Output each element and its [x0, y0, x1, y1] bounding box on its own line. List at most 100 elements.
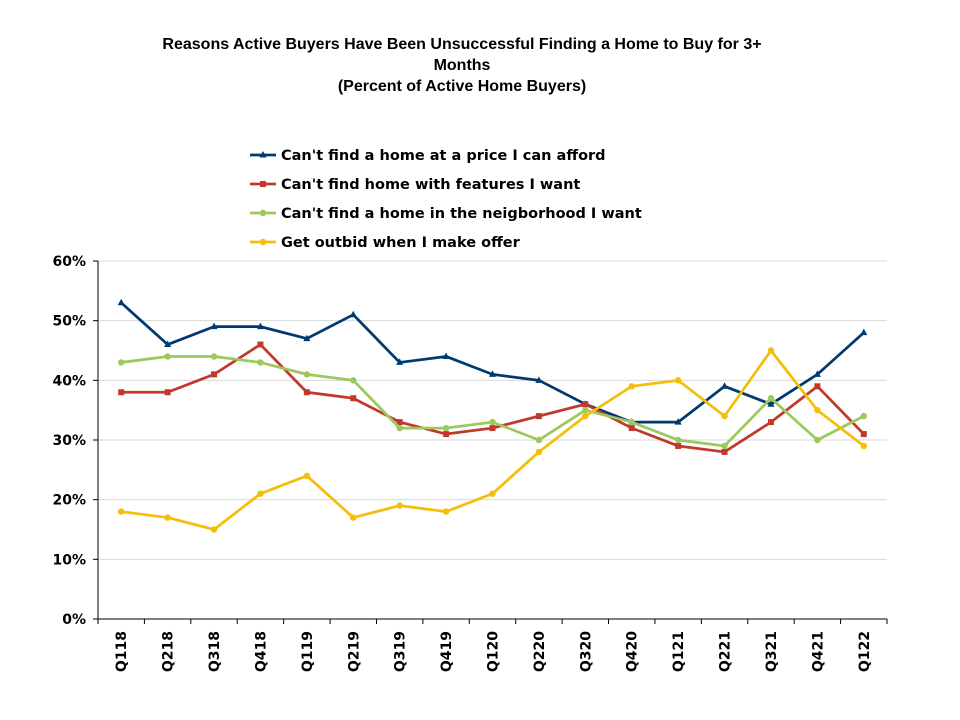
x-tick-label: Q221 — [718, 631, 734, 672]
data-point — [210, 322, 218, 330]
x-tick-label: Q318 — [207, 631, 223, 672]
data-point — [349, 310, 357, 318]
data-point — [582, 412, 589, 420]
data-point — [257, 341, 264, 348]
y-tick-label: 40% — [52, 373, 86, 389]
data-point — [489, 418, 496, 426]
data-point — [210, 353, 218, 360]
x-tick-label: Q118 — [114, 631, 130, 672]
data-point — [118, 508, 125, 515]
data-point — [303, 389, 310, 396]
x-tick-label: Q220 — [532, 631, 548, 672]
chart-title-line-1: Reasons Active Buyers Have Been Unsucces… — [162, 36, 762, 53]
data-point — [535, 376, 543, 383]
y-tick-label: 10% — [52, 552, 86, 568]
x-tick-label: Q120 — [486, 631, 502, 672]
data-point — [489, 370, 496, 377]
legend-swatch-marker — [260, 181, 266, 187]
data-point — [582, 401, 589, 408]
data-point — [117, 298, 125, 306]
x-tick-label: Q121 — [671, 631, 687, 672]
data-point — [396, 419, 403, 426]
chart-title-line-3: (Percent of Active Home Buyers) — [337, 78, 587, 95]
y-tick-label: 50% — [52, 314, 86, 330]
data-point — [674, 418, 682, 425]
x-tick-label: Q320 — [578, 631, 594, 672]
data-point — [721, 442, 728, 450]
data-point — [721, 448, 728, 455]
data-point — [582, 406, 589, 414]
data-point — [164, 514, 171, 521]
y-tick-label: 60% — [52, 254, 86, 270]
y-tick-label: 0% — [62, 612, 86, 628]
data-point — [721, 412, 728, 420]
data-point — [860, 328, 868, 336]
x-tick-label: Q218 — [161, 631, 177, 672]
data-point — [489, 425, 496, 432]
legend-swatch-marker — [259, 151, 267, 158]
data-point — [628, 418, 635, 426]
data-point — [303, 371, 311, 378]
data-point — [674, 436, 682, 444]
data-point — [396, 358, 404, 365]
y-tick-label: 20% — [52, 493, 86, 509]
legend-label: Get outbid when I make offer — [281, 235, 521, 251]
data-point — [767, 400, 775, 407]
data-point — [164, 389, 171, 396]
data-point — [118, 359, 125, 366]
data-point — [118, 389, 125, 396]
data-point — [767, 419, 774, 426]
data-point — [535, 448, 543, 456]
x-tick-label: Q119 — [300, 631, 316, 672]
data-point — [396, 424, 403, 432]
data-point — [303, 334, 311, 342]
y-tick-label: 30% — [52, 433, 86, 449]
legend-label: Can't find a home in the neigborhood I w… — [281, 206, 642, 222]
legend-label: Can't find a home at a price I can affor… — [281, 148, 606, 164]
data-point — [350, 377, 357, 384]
data-point — [442, 424, 450, 432]
data-point — [442, 352, 450, 359]
data-point — [814, 383, 821, 390]
data-point — [489, 490, 496, 497]
data-point — [442, 508, 450, 515]
data-point — [813, 370, 821, 377]
data-point — [860, 431, 867, 438]
data-point — [210, 526, 218, 533]
x-tick-label: Q418 — [253, 631, 269, 672]
data-point — [860, 412, 867, 420]
x-tick-label: Q122 — [857, 631, 873, 672]
data-point — [443, 431, 450, 438]
data-point — [814, 406, 821, 414]
legend-swatch-marker — [259, 209, 267, 217]
data-point — [628, 425, 635, 432]
x-tick-label: Q420 — [625, 631, 641, 672]
data-point — [256, 322, 264, 330]
data-point — [350, 395, 357, 402]
data-point — [675, 442, 682, 449]
data-point — [211, 371, 218, 378]
x-tick-label: Q421 — [810, 631, 826, 672]
data-point — [164, 353, 171, 360]
x-tick-label: Q219 — [346, 631, 362, 672]
chart-title: Reasons Active Buyers Have Been Unsucces… — [40, 34, 884, 97]
data-point — [257, 490, 264, 497]
data-point — [674, 377, 682, 384]
data-point — [767, 395, 775, 402]
data-point — [257, 359, 264, 366]
data-point — [535, 436, 543, 444]
x-tick-label: Q319 — [393, 631, 409, 672]
data-point — [535, 413, 542, 420]
data-point — [350, 514, 357, 521]
x-tick-label: Q321 — [764, 631, 780, 672]
data-point — [767, 347, 775, 354]
chart-title-line-2: Months — [433, 57, 491, 74]
data-point — [860, 442, 867, 450]
legend-label: Can't find home with features I want — [281, 177, 580, 193]
data-point — [628, 383, 635, 390]
data-point — [164, 340, 172, 348]
data-point — [396, 502, 403, 509]
data-point — [721, 382, 729, 389]
